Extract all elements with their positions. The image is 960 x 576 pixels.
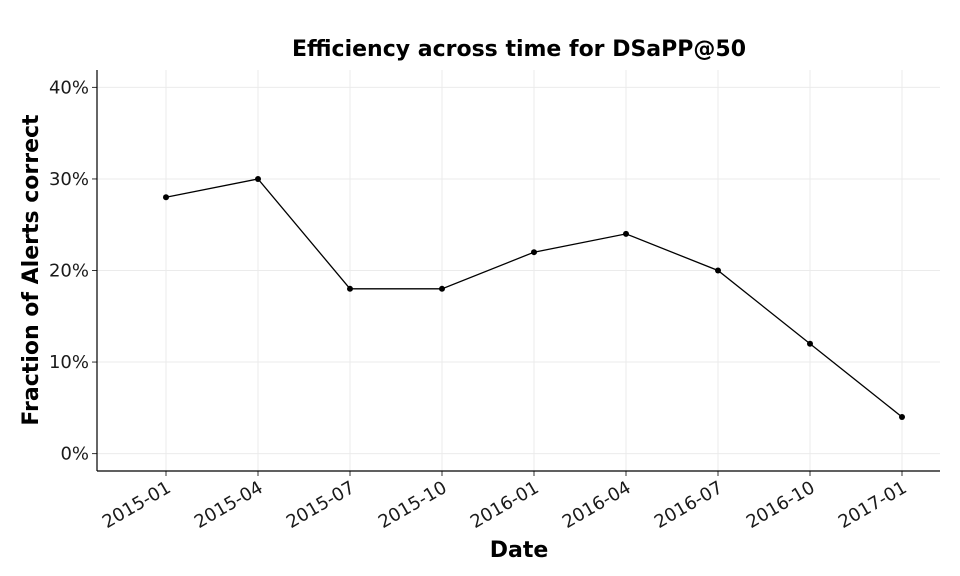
x-tick-label: 2015-04 [191, 477, 267, 533]
y-axis-title: Fraction of Alerts correct [19, 114, 44, 426]
x-tick-label: 2016-10 [743, 477, 819, 533]
x-tick-label: 2017-01 [835, 477, 911, 533]
y-tick-label: 40% [49, 77, 89, 98]
x-tick-label: 2016-07 [651, 477, 727, 533]
x-tick-label: 2016-01 [467, 477, 543, 533]
data-point [255, 175, 261, 182]
data-point [899, 413, 905, 420]
data-point [439, 285, 445, 292]
y-tick-label: 0% [60, 444, 89, 465]
x-tick-label: 2015-01 [99, 477, 175, 533]
data-series [163, 175, 905, 420]
gridlines [97, 70, 940, 471]
x-tick-label: 2015-10 [375, 477, 451, 533]
chart-title: Efficiency across time for DSaPP@50 [292, 37, 746, 62]
y-tick-label: 30% [49, 169, 89, 190]
data-point [531, 249, 537, 256]
data-point [623, 230, 629, 237]
y-tick-label: 10% [49, 352, 89, 373]
data-point [347, 285, 353, 292]
data-point [715, 267, 721, 274]
data-point [163, 194, 169, 201]
x-axis-title: Date [490, 538, 549, 563]
data-point [807, 340, 813, 347]
axes: 0% 10% 20% 30% 40% 2015-01 2015-04 2015-07 2015-… [49, 70, 940, 533]
x-tick-label: 2015-07 [283, 477, 359, 533]
y-tick-label: 20% [49, 261, 89, 282]
x-tick-label: 2016-04 [559, 477, 635, 533]
